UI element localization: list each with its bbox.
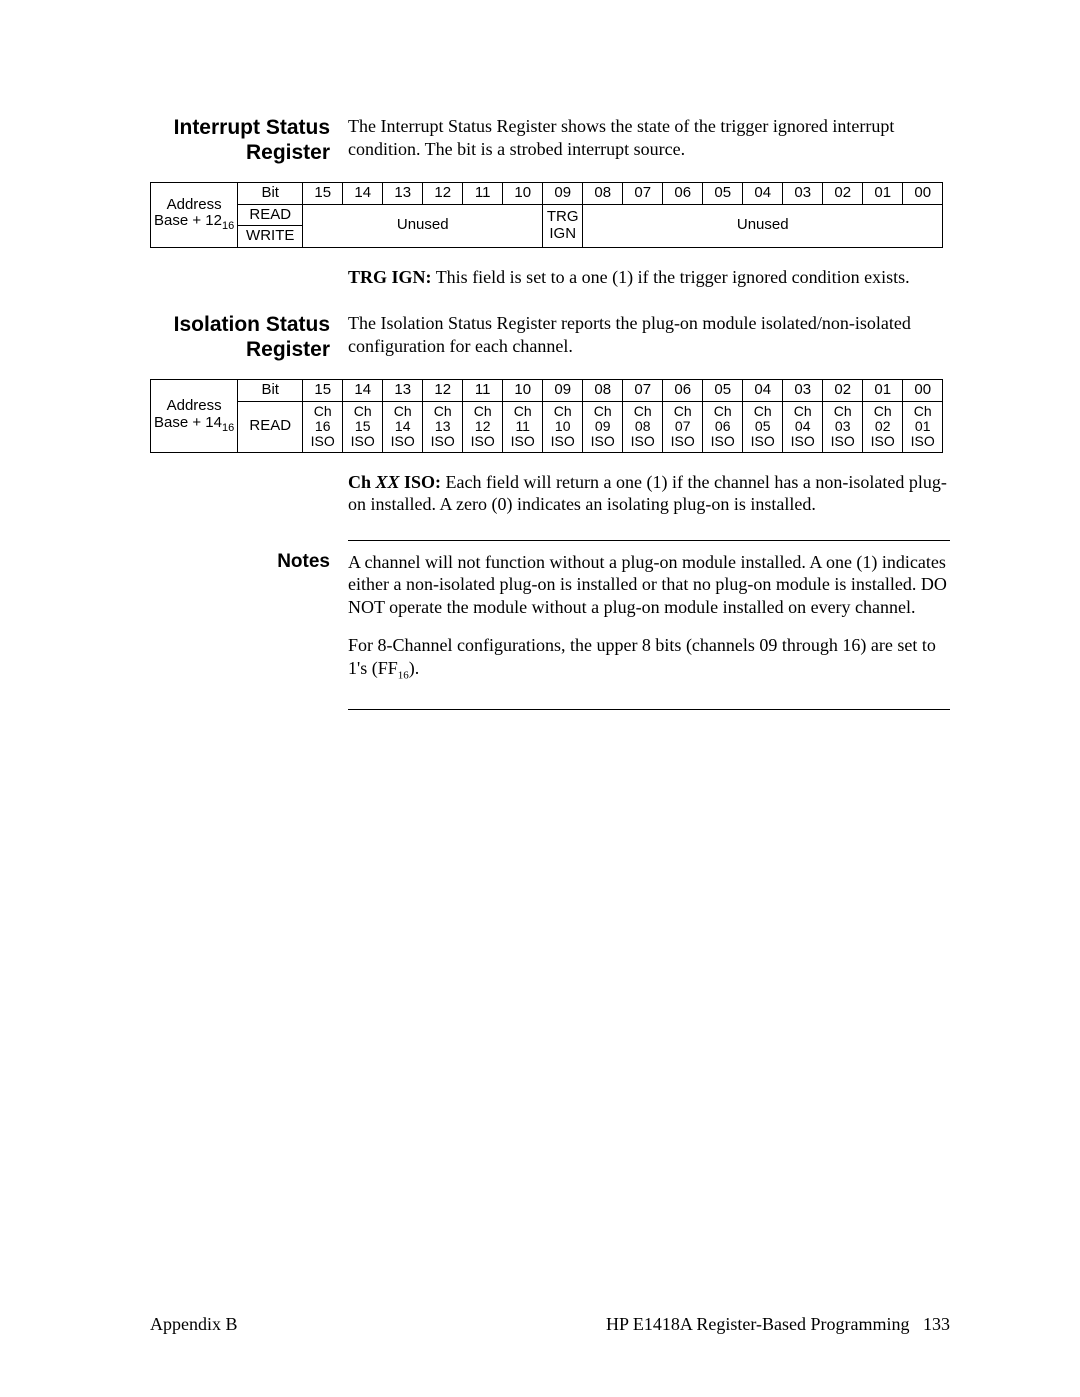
divider-bottom [348,709,950,710]
table1-bit-09: 09 [543,183,583,205]
interrupt-register-table-wrap: AddressBase + 1216Bit1514131211100908070… [150,182,950,248]
section-title-interrupt: Interrupt Status Register [150,115,348,172]
notes-p2: For 8-Channel configurations, the upper … [348,634,950,683]
table1-address-cell: AddressBase + 1216 [151,183,238,248]
footer-doc-title: HP E1418A Register-Based Programming [606,1314,909,1334]
table1-unused-left: Unused [303,204,543,247]
table2-ch01-iso: Ch01ISO [903,401,943,452]
ch-iso-xx: XX [376,472,400,492]
table2-ch12-iso: Ch12ISO [463,401,503,452]
table1-bit-04: 04 [743,183,783,205]
table2-bit-00: 00 [903,380,943,402]
table1-bit-08: 08 [583,183,623,205]
table1-bit-15: 15 [303,183,343,205]
page: Interrupt Status Register The Interrupt … [0,0,1080,1397]
table1-bit-07: 07 [623,183,663,205]
table2-ch13-iso: Ch13ISO [423,401,463,452]
table2-ch07-iso: Ch07ISO [663,401,703,452]
table2-bit-06: 06 [663,380,703,402]
table2-bit-04: 04 [743,380,783,402]
table1-bit-13: 13 [383,183,423,205]
notes-p2-sub: 16 [398,669,409,681]
table1-unused-right: Unused [583,204,943,247]
table1-bit-00: 00 [903,183,943,205]
ch-iso-prefix: Ch [348,472,376,492]
table1-bit-02: 02 [823,183,863,205]
table1-bit-10: 10 [503,183,543,205]
table2-ch10-iso: Ch10ISO [543,401,583,452]
interrupt-status-section: Interrupt Status Register The Interrupt … [150,115,950,172]
table2-bit-10: 10 [503,380,543,402]
table2-ch09-iso: Ch09ISO [583,401,623,452]
table1-bit-14: 14 [343,183,383,205]
table2-ch16-iso: Ch16ISO [303,401,343,452]
table1-bit-06: 06 [663,183,703,205]
trg-ign-text: This field is set to a one (1) if the tr… [432,267,910,287]
table1-read-label: READ [238,204,303,226]
table1-bit-label: Bit [238,183,303,205]
divider-top [348,540,950,541]
section-body-interrupt: The Interrupt Status Register shows the … [348,115,950,172]
table2-bit-15: 15 [303,380,343,402]
table1-write-label: WRITE [238,226,303,248]
table2-ch05-iso: Ch05ISO [743,401,783,452]
table2-bit-13: 13 [383,380,423,402]
notes-label: Notes [150,551,348,699]
page-footer: Appendix B HP E1418A Register-Based Prog… [150,1314,950,1335]
ch-iso-bold: Ch XX ISO: [348,472,441,492]
table2-ch02-iso: Ch02ISO [863,401,903,452]
notes-block: Notes A channel will not function withou… [150,551,950,699]
section-title-isolation: Isolation Status Register [150,312,348,369]
footer-left: Appendix B [150,1314,238,1335]
footer-page-number: 133 [923,1314,950,1334]
trg-ign-label: TRG IGN: [348,267,432,287]
table2-bit-03: 03 [783,380,823,402]
table2-bit-09: 09 [543,380,583,402]
table2-bit-05: 05 [703,380,743,402]
notes-p2-suffix: ). [409,658,420,678]
table2-ch03-iso: Ch03ISO [823,401,863,452]
table1-bit-11: 11 [463,183,503,205]
table1-bit-05: 05 [703,183,743,205]
table2-bit-11: 11 [463,380,503,402]
table2-address-cell: AddressBase + 1416 [151,380,238,453]
ch-iso-description: Ch XX ISO: Each field will return a one … [348,471,950,516]
table2-ch11-iso: Ch11ISO [503,401,543,452]
table2-ch08-iso: Ch08ISO [623,401,663,452]
table2-bit-14: 14 [343,380,383,402]
interrupt-register-table: AddressBase + 1216Bit1514131211100908070… [150,182,943,248]
table2-read-label: READ [238,401,303,452]
interrupt-body-text: The Interrupt Status Register shows the … [348,115,950,160]
notes-p2-prefix: For 8-Channel configurations, the upper … [348,635,936,678]
footer-right: HP E1418A Register-Based Programming 133 [606,1314,950,1335]
table2-ch15-iso: Ch15ISO [343,401,383,452]
notes-body: A channel will not function without a pl… [348,551,950,699]
isolation-register-table-wrap: AddressBase + 1416Bit1514131211100908070… [150,379,950,453]
section-body-isolation: The Isolation Status Register reports th… [348,312,950,369]
trg-ign-description: TRG IGN: This field is set to a one (1) … [348,266,950,289]
table2-bit-label: Bit [238,380,303,402]
table2-bit-12: 12 [423,380,463,402]
table2-ch14-iso: Ch14ISO [383,401,423,452]
table2-ch04-iso: Ch04ISO [783,401,823,452]
table2-bit-01: 01 [863,380,903,402]
notes-p1: A channel will not function without a pl… [348,551,950,619]
isolation-register-table: AddressBase + 1416Bit1514131211100908070… [150,379,943,453]
table1-bit-03: 03 [783,183,823,205]
table1-bit-01: 01 [863,183,903,205]
table2-bit-08: 08 [583,380,623,402]
isolation-status-section: Isolation Status Register The Isolation … [150,312,950,369]
table1-trg-ign-cell: TRGIGN [543,204,583,247]
table2-bit-02: 02 [823,380,863,402]
table1-bit-12: 12 [423,183,463,205]
isolation-body-text: The Isolation Status Register reports th… [348,312,950,357]
table2-bit-07: 07 [623,380,663,402]
table2-ch06-iso: Ch06ISO [703,401,743,452]
ch-iso-suffix: ISO: [400,472,442,492]
